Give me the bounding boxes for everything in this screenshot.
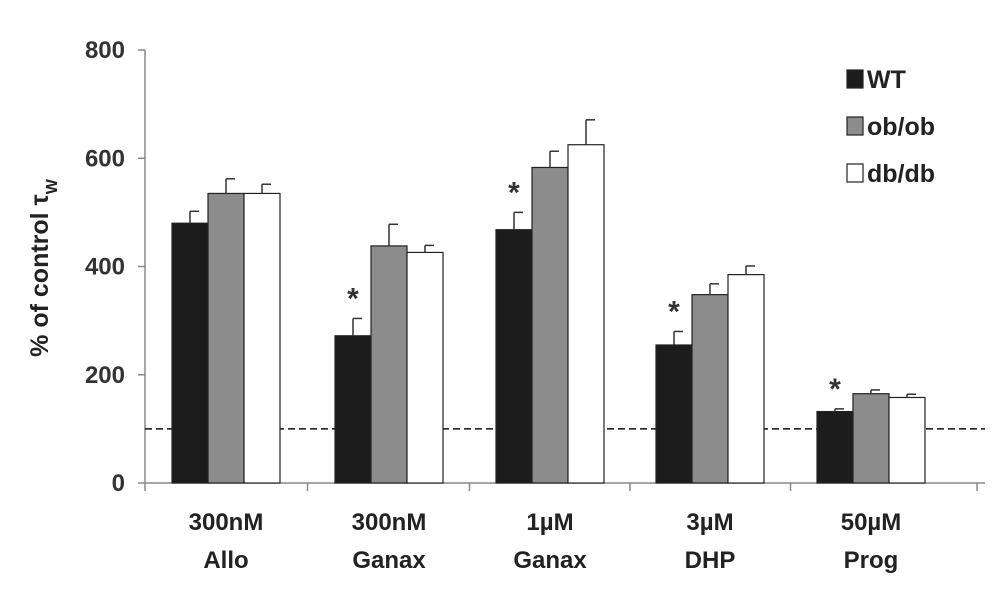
x-tick-label-line2: Ganax <box>513 547 587 574</box>
bar-db-db-0 <box>243 192 281 484</box>
x-tick-label-line1: 50µM <box>841 509 902 536</box>
bar-WT-0 <box>171 222 209 484</box>
bars-group <box>171 119 926 484</box>
legend-swatch-db-db <box>846 163 864 183</box>
y-axis-label-subscript: W <box>44 178 61 194</box>
legend-label-ob-ob: ob/ob <box>867 113 935 141</box>
y-tick-label: 800 <box>85 37 125 64</box>
y-axis-label: % of control τW <box>26 178 61 357</box>
x-tick-label-line1: 300nM <box>352 509 427 536</box>
bar-WT-3 <box>655 344 693 484</box>
bar-db-db-1 <box>406 251 444 484</box>
significance-star: * <box>347 282 359 315</box>
bar-db-db-2 <box>567 144 605 484</box>
x-tick-label-line2: Allo <box>203 547 248 574</box>
x-tick-label-line2: Prog <box>844 547 899 574</box>
legend-swatch-ob-ob <box>846 116 864 136</box>
significance-star: * <box>668 295 680 328</box>
bar-ob-ob-4 <box>852 393 890 484</box>
y-tick-label: 400 <box>85 254 125 281</box>
x-tick-label-line1: 1µM <box>526 509 573 536</box>
bar-db-db-3 <box>727 274 765 484</box>
y-tick-label: 200 <box>85 362 125 389</box>
x-tick-label-line2: Ganax <box>352 547 426 574</box>
bar-db-db-4 <box>888 396 926 484</box>
y-tick-label: 600 <box>85 145 125 172</box>
bar-WT-2 <box>495 229 533 484</box>
x-tick-label-line1: 3µM <box>686 509 733 536</box>
bar-ob-ob-3 <box>691 294 729 484</box>
significance-star: * <box>508 176 520 209</box>
significance-star: * <box>829 373 841 406</box>
bar-WT-1 <box>334 335 372 484</box>
bar-ob-ob-0 <box>207 192 245 484</box>
legend-swatch-WT <box>846 69 864 89</box>
bar-ob-ob-2 <box>531 166 569 484</box>
bar-WT-4 <box>816 410 854 484</box>
y-tick-label: 0 <box>112 470 125 497</box>
legend-label-db-db: db/db <box>867 160 935 188</box>
legend: WT ob/ob db/db <box>846 66 935 188</box>
x-tick-label-line1: 300nM <box>189 509 264 536</box>
labels-group: 0 200 400 600 800 % of control τW * * * * 300nM All… <box>26 37 901 574</box>
y-axis-label-main: % of control τ <box>26 194 54 357</box>
x-tick-label-line2: DHP <box>685 547 736 574</box>
legend-label-WT: WT <box>867 66 906 94</box>
bar-ob-ob-1 <box>370 245 408 484</box>
